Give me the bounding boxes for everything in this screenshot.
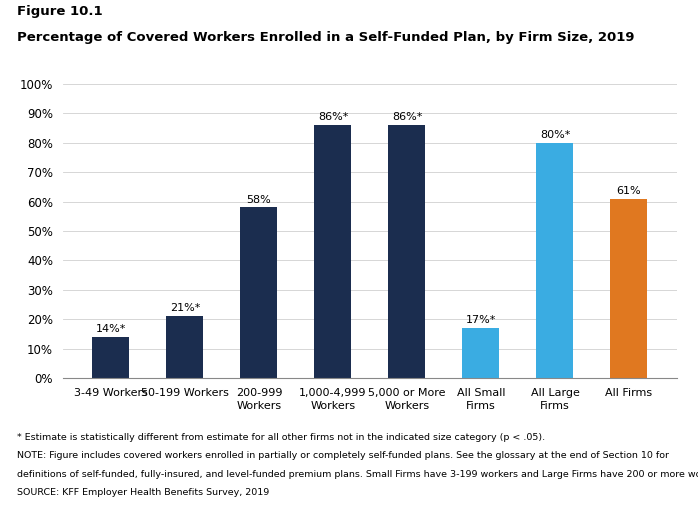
Bar: [314, 125, 351, 378]
Text: * Estimate is statistically different from estimate for all other firms not in t: * Estimate is statistically different fr…: [17, 433, 546, 442]
Text: 61%: 61%: [616, 186, 641, 196]
Bar: [463, 328, 500, 378]
Text: 14%*: 14%*: [96, 324, 126, 334]
Text: 58%: 58%: [246, 195, 272, 205]
Text: SOURCE: KFF Employer Health Benefits Survey, 2019: SOURCE: KFF Employer Health Benefits Sur…: [17, 488, 269, 497]
Bar: [240, 207, 277, 378]
Text: Figure 10.1: Figure 10.1: [17, 5, 103, 18]
Bar: [537, 143, 574, 378]
Text: 86%*: 86%*: [392, 112, 422, 122]
Bar: [389, 125, 426, 378]
Text: 86%*: 86%*: [318, 112, 348, 122]
Text: 80%*: 80%*: [540, 130, 570, 140]
Bar: [166, 316, 203, 378]
Bar: [92, 337, 129, 378]
Text: 21%*: 21%*: [170, 303, 200, 313]
Text: NOTE: Figure includes covered workers enrolled in partially or completely self-f: NOTE: Figure includes covered workers en…: [17, 452, 669, 460]
Bar: [611, 198, 648, 378]
Text: 17%*: 17%*: [466, 315, 496, 325]
Text: Percentage of Covered Workers Enrolled in a Self-Funded Plan, by Firm Size, 2019: Percentage of Covered Workers Enrolled i…: [17, 32, 635, 45]
Text: definitions of self-funded, fully-insured, and level-funded premium plans. Small: definitions of self-funded, fully-insure…: [17, 470, 698, 479]
